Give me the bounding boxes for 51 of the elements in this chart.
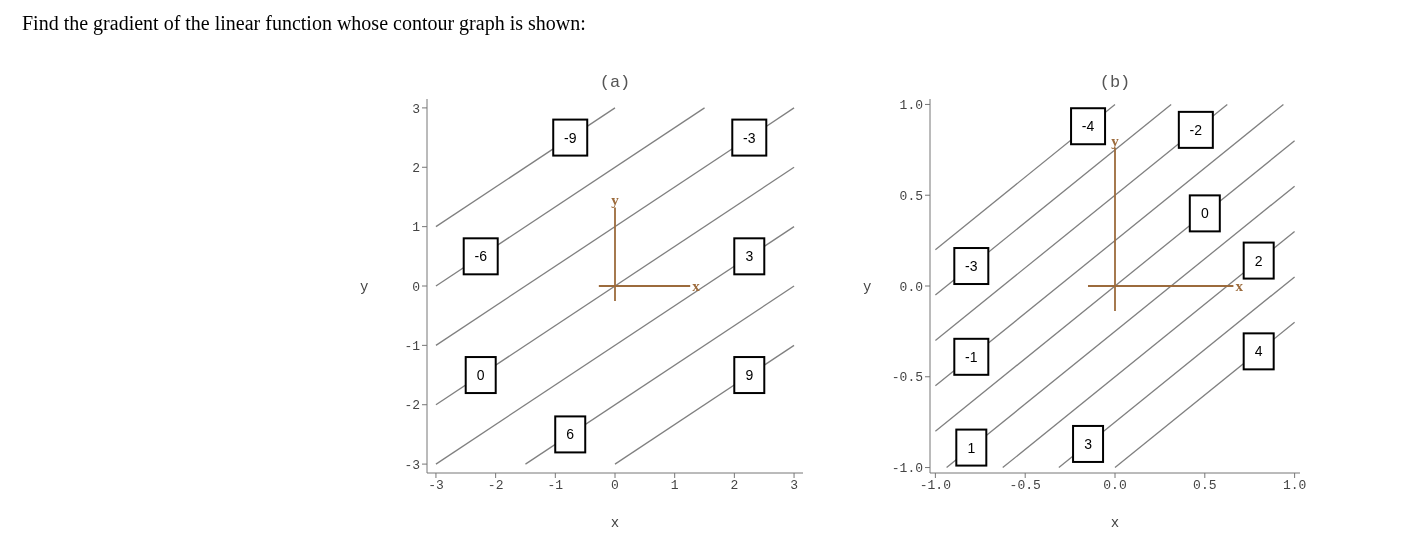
chart-subtitle: (a) [599,73,631,92]
annotation: 6 [566,426,575,443]
x-tick-label: 0 [611,478,619,494]
x-tick-label: -1 [547,478,564,494]
x-tick-label: -3 [428,478,444,494]
annotation: y [1111,132,1120,149]
annotation: x [1235,278,1244,294]
annotation: 9 [745,367,754,384]
annotation: -4 [1081,118,1095,135]
annotation: -1 [965,348,978,365]
x-axis-title: x [610,515,620,531]
y-tick-label: 1 [412,220,421,236]
y-tick-label: 0.0 [899,279,923,295]
y-tick-label: -2 [404,398,420,414]
annotation: 1 [967,439,976,456]
x-tick-label: 2 [730,478,739,494]
x-tick-label: 0.5 [1193,478,1217,494]
x-tick-label: -2 [487,478,504,494]
annotation: 3 [1084,435,1093,452]
y-tick-label: -1.0 [891,461,923,477]
annotation: x [692,278,701,294]
x-tick-label: 0.0 [1103,478,1127,494]
y-tick-label: 0 [412,279,420,295]
x-tick-label: -0.5 [1009,478,1041,494]
x-tick-label: 1 [670,478,679,494]
annotation: -6 [474,248,488,265]
annotation: 0 [476,367,485,384]
x-tick-label: 1.0 [1282,478,1307,494]
annotation: 3 [745,248,754,265]
y-tick-label: 3 [412,101,420,117]
y-axis-title: y [360,278,369,295]
annotation: -3 [743,129,756,146]
x-tick-label: 3 [790,478,798,494]
y-tick-label: 1.0 [899,98,923,114]
chart-title: Find the gradient of the linear function whose contour graph is shown: [22,12,586,35]
x-tick-label: -1.0 [919,478,951,494]
annotation: 0 [1200,205,1209,222]
y-tick-label: -0.5 [891,370,923,386]
annotation: -2 [1189,121,1203,138]
y-axis-title: y [863,278,872,295]
annotation: -3 [965,258,978,275]
annotation: -9 [564,129,577,146]
y-tick-label: 2 [412,160,420,176]
y-tick-label: -3 [404,457,420,473]
annotation: 4 [1254,343,1263,360]
y-tick-label: 0.5 [899,188,923,204]
y-tick-label: -1 [404,338,421,354]
annotation: 2 [1254,252,1263,269]
annotation: y [611,192,620,209]
chart-title: (b) [1099,73,1131,92]
x-axis-title: x [1110,515,1120,531]
